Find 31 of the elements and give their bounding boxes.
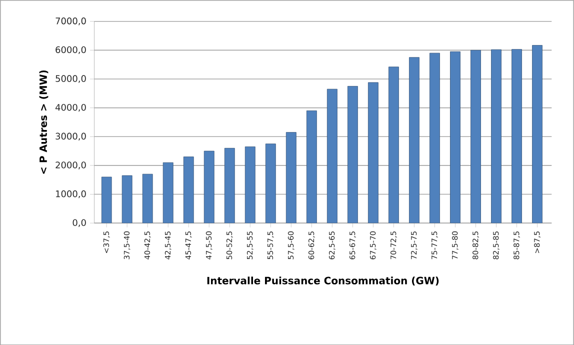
y-tick-label: 0,0 [72,219,86,227]
bar [162,162,174,223]
bar [491,49,502,223]
bar [430,52,440,223]
bar [512,48,522,223]
bar [204,150,214,223]
y-tick-label: 7000,0 [56,17,86,26]
y-tick-label: 5000,0 [56,74,86,83]
bar [388,66,399,223]
bar [450,51,460,223]
y-axis-title: < P Autres > (MW) [39,70,48,174]
bar [348,86,358,223]
bar [409,57,420,223]
bar [286,132,296,223]
bar [306,110,317,223]
y-tick-label: 4000,0 [55,104,86,112]
bar [326,88,338,223]
bar [244,146,256,223]
bar [183,156,194,223]
y-tick-label: 2000,0 [56,161,86,170]
bar [368,82,378,223]
bar [532,44,542,223]
y-tick-label: 6000,0 [56,46,86,54]
bar [122,175,132,223]
bar [142,174,153,223]
bar [265,143,276,223]
bar [470,50,481,223]
bar [224,148,235,223]
x-axis-title: Intervalle Puissance Consommation (GW) [207,276,439,286]
y-tick-label: 1000,0 [56,190,86,198]
y-tick-label: 3000,0 [56,132,86,140]
